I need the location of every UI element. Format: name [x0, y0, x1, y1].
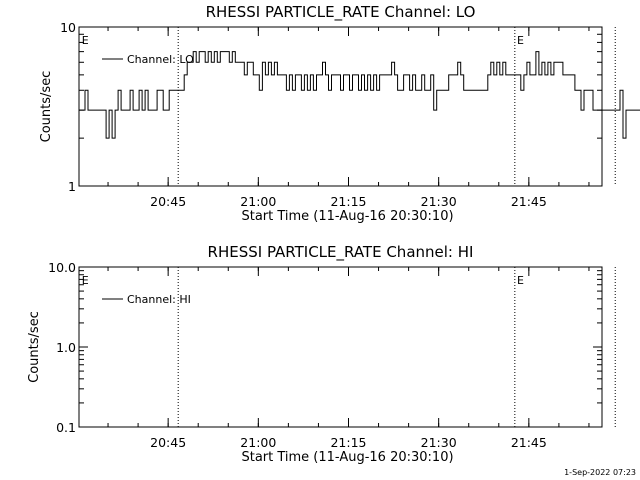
chart-panel-hi: [78, 266, 616, 428]
x-tick-label: 21:45: [511, 194, 547, 209]
y-tick-label: 1: [68, 179, 76, 194]
plot-frame: [78, 266, 603, 428]
x-tick-label: 20:45: [150, 194, 186, 209]
x-tick-label: 21:30: [421, 435, 457, 450]
data-series-line: [79, 51, 640, 139]
x-tick-label: 21:45: [511, 435, 547, 450]
x-axis-label: Start Time (11-Aug-16 20:30:10): [241, 209, 453, 224]
y-tick-label: 10.0: [48, 260, 76, 275]
y-axis-label: Counts/sec: [39, 71, 54, 143]
event-marker-label: E: [517, 34, 524, 47]
event-marker-label: E: [517, 274, 524, 287]
x-tick-label: 21:15: [330, 194, 366, 209]
chart-panel-lo: [78, 26, 640, 187]
x-tick-label: 21:00: [240, 194, 276, 209]
y-tick-label: 10: [60, 20, 76, 35]
legend-label: Channel: LO: [127, 53, 194, 66]
legend-label: Channel: HI: [127, 293, 191, 306]
y-tick-label: 0.1: [56, 420, 76, 435]
x-tick-label: 20:45: [150, 435, 186, 450]
x-tick-label: 21:15: [330, 435, 366, 450]
y-tick-label: 1.0: [56, 340, 76, 355]
chart-title: RHESSI PARTICLE_RATE Channel: HI: [208, 243, 474, 262]
x-tick-label: 21:30: [421, 194, 457, 209]
plot-frame: [78, 26, 603, 187]
chart-title: RHESSI PARTICLE_RATE Channel: LO: [206, 3, 476, 22]
x-tick-label: 21:00: [240, 435, 276, 450]
event-marker-label: E: [82, 274, 89, 287]
y-axis-label: Counts/sec: [27, 311, 42, 383]
x-axis-label: Start Time (11-Aug-16 20:30:10): [241, 450, 453, 465]
event-marker-label: E: [82, 34, 89, 47]
footer-timestamp: 1-Sep-2022 07:23: [564, 468, 636, 477]
